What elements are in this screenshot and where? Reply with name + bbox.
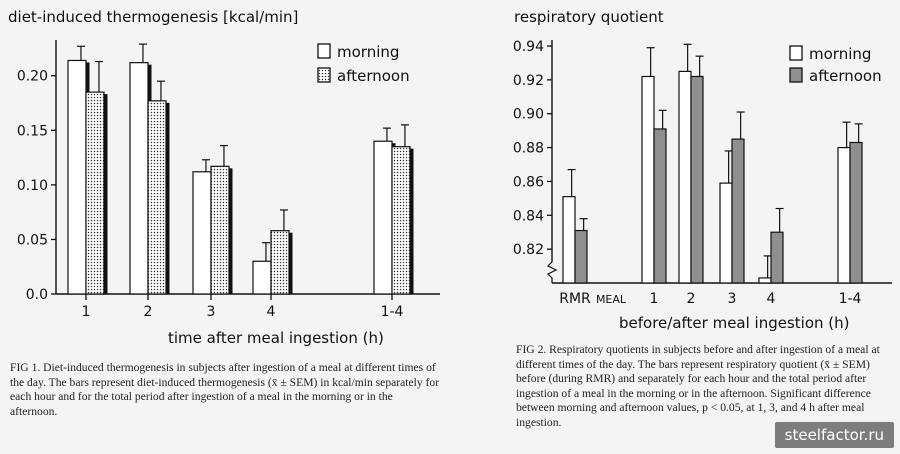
- c2-x-tick-label: 3: [728, 291, 737, 307]
- c2-bar-morning: [678, 70, 692, 284]
- c2-bar-afternoon: [849, 141, 863, 284]
- c2-bar-afternoon: [653, 128, 667, 284]
- c2-x-tick-label: 1-4: [839, 291, 862, 307]
- chart1-legend: morning afternoon: [317, 43, 410, 85]
- c1-bar-morning: [67, 59, 87, 295]
- c2-bar-morning: [562, 196, 576, 284]
- c1-bar-afternoon: [391, 146, 411, 295]
- chart2-bars: [562, 43, 863, 284]
- c1-y-tick-label: 0.10: [17, 178, 48, 194]
- chart1-legend-afternoon: afternoon: [337, 67, 410, 85]
- chart2-x-axis-label: before/after meal ingestion (h): [619, 314, 850, 332]
- c2-bar-afternoon: [770, 231, 784, 284]
- chart2-legend-morning: morning: [809, 45, 871, 63]
- c1-bar-morning: [252, 260, 272, 295]
- c1-bar-morning: [192, 171, 212, 295]
- chart1-legend-swatch-afternoon: [317, 67, 331, 83]
- c2-bar-afternoon: [731, 138, 745, 284]
- c1-bar-afternoon: [270, 230, 290, 295]
- chart1-title: diet-induced thermogenesis [kcal/min]: [8, 8, 298, 26]
- c2-bar-morning: [758, 277, 772, 284]
- c1-x-tick-label: 4: [267, 304, 276, 320]
- chart2-legend-swatch-afternoon: [789, 67, 803, 83]
- c1-bar-afternoon: [210, 165, 230, 295]
- chart1-y-ticks: 0.0 0.05 0.10 0.15 0.20: [17, 69, 56, 303]
- c1-bar-shadow: [229, 168, 233, 294]
- c1-bar-shadow: [289, 232, 293, 294]
- c1-y-tick-label: 0.15: [17, 123, 48, 139]
- c2-bar-afternoon: [690, 75, 704, 284]
- chart2-legend-swatch-morning: [789, 45, 803, 61]
- c1-bar-morning: [129, 62, 149, 295]
- c2-x-tick-label: 2: [687, 291, 696, 307]
- c1-bar-shadow: [410, 148, 414, 294]
- chart1-legend-morning: morning: [337, 43, 399, 61]
- chart2-axis-break: [546, 261, 558, 283]
- chart2-title: respiratory quotient: [514, 8, 664, 26]
- c2-y-tick-label: 0.86: [513, 174, 544, 190]
- c2-y-tick-label: 0.94: [513, 39, 544, 55]
- c1-y-tick-label: 0.0: [26, 287, 48, 303]
- c2-bar-morning: [837, 146, 851, 284]
- c2-y-tick-label: 0.90: [513, 107, 544, 123]
- c2-bar-afternoon: [574, 229, 588, 284]
- c2-x-tick-label: 1: [650, 291, 659, 307]
- chart1-legend-swatch-morning: [317, 43, 331, 59]
- c1-x-tick-label: 1: [82, 304, 91, 320]
- chart2-x-ticks: RMR MEAL 1 2 3 4 1-4: [559, 291, 861, 307]
- c1-bar-shadow: [104, 94, 108, 294]
- c1-x-tick-label: 2: [144, 304, 153, 320]
- c1-bar-afternoon: [147, 100, 167, 295]
- c2-y-tick-label: 0.92: [513, 73, 544, 89]
- c2-bar-morning: [719, 182, 733, 284]
- c2-bar-morning: [641, 75, 655, 284]
- c2-x-tick-label: MEAL: [596, 293, 627, 306]
- respiratory-quotient-chart: respiratory quotient before/after meal i…: [513, 8, 892, 332]
- chart2-y-ticks: 0.82 0.84 0.86 0.88 0.90 0.92 0.94: [513, 39, 552, 258]
- watermark-badge: steelfactor.ru: [774, 422, 894, 448]
- c2-x-tick-label: 4: [767, 291, 776, 307]
- chart2-legend: morning afternoon: [789, 45, 882, 85]
- c2-y-tick-label: 0.88: [513, 141, 544, 157]
- fig2-caption: FIG 2. Respiratory quotients in subjects…: [516, 343, 880, 429]
- chart1-x-axis-label: time after meal ingestion (h): [168, 329, 384, 347]
- c1-bar-shadow: [166, 102, 170, 294]
- c1-bar-morning: [373, 140, 393, 295]
- thermogenesis-chart: diet-induced thermogenesis [kcal/min] ti…: [8, 8, 440, 347]
- chart2-legend-afternoon: afternoon: [809, 67, 882, 85]
- c1-y-tick-label: 0.20: [17, 69, 48, 85]
- c2-x-tick-label: RMR: [559, 291, 591, 307]
- c2-y-tick-label: 0.82: [513, 242, 544, 258]
- fig1-caption: FIG 1. Diet-induced thermogenesis in sub…: [10, 361, 440, 418]
- c1-bar-afternoon: [85, 91, 105, 295]
- c2-y-tick-label: 0.84: [513, 208, 544, 224]
- c1-x-tick-label: 1-4: [381, 304, 404, 320]
- c1-y-tick-label: 0.05: [17, 232, 48, 248]
- c1-x-tick-label: 3: [207, 304, 216, 320]
- chart1-x-ticks: 1 2 3 4 1-4: [82, 294, 404, 320]
- chart1-bars: [67, 43, 414, 295]
